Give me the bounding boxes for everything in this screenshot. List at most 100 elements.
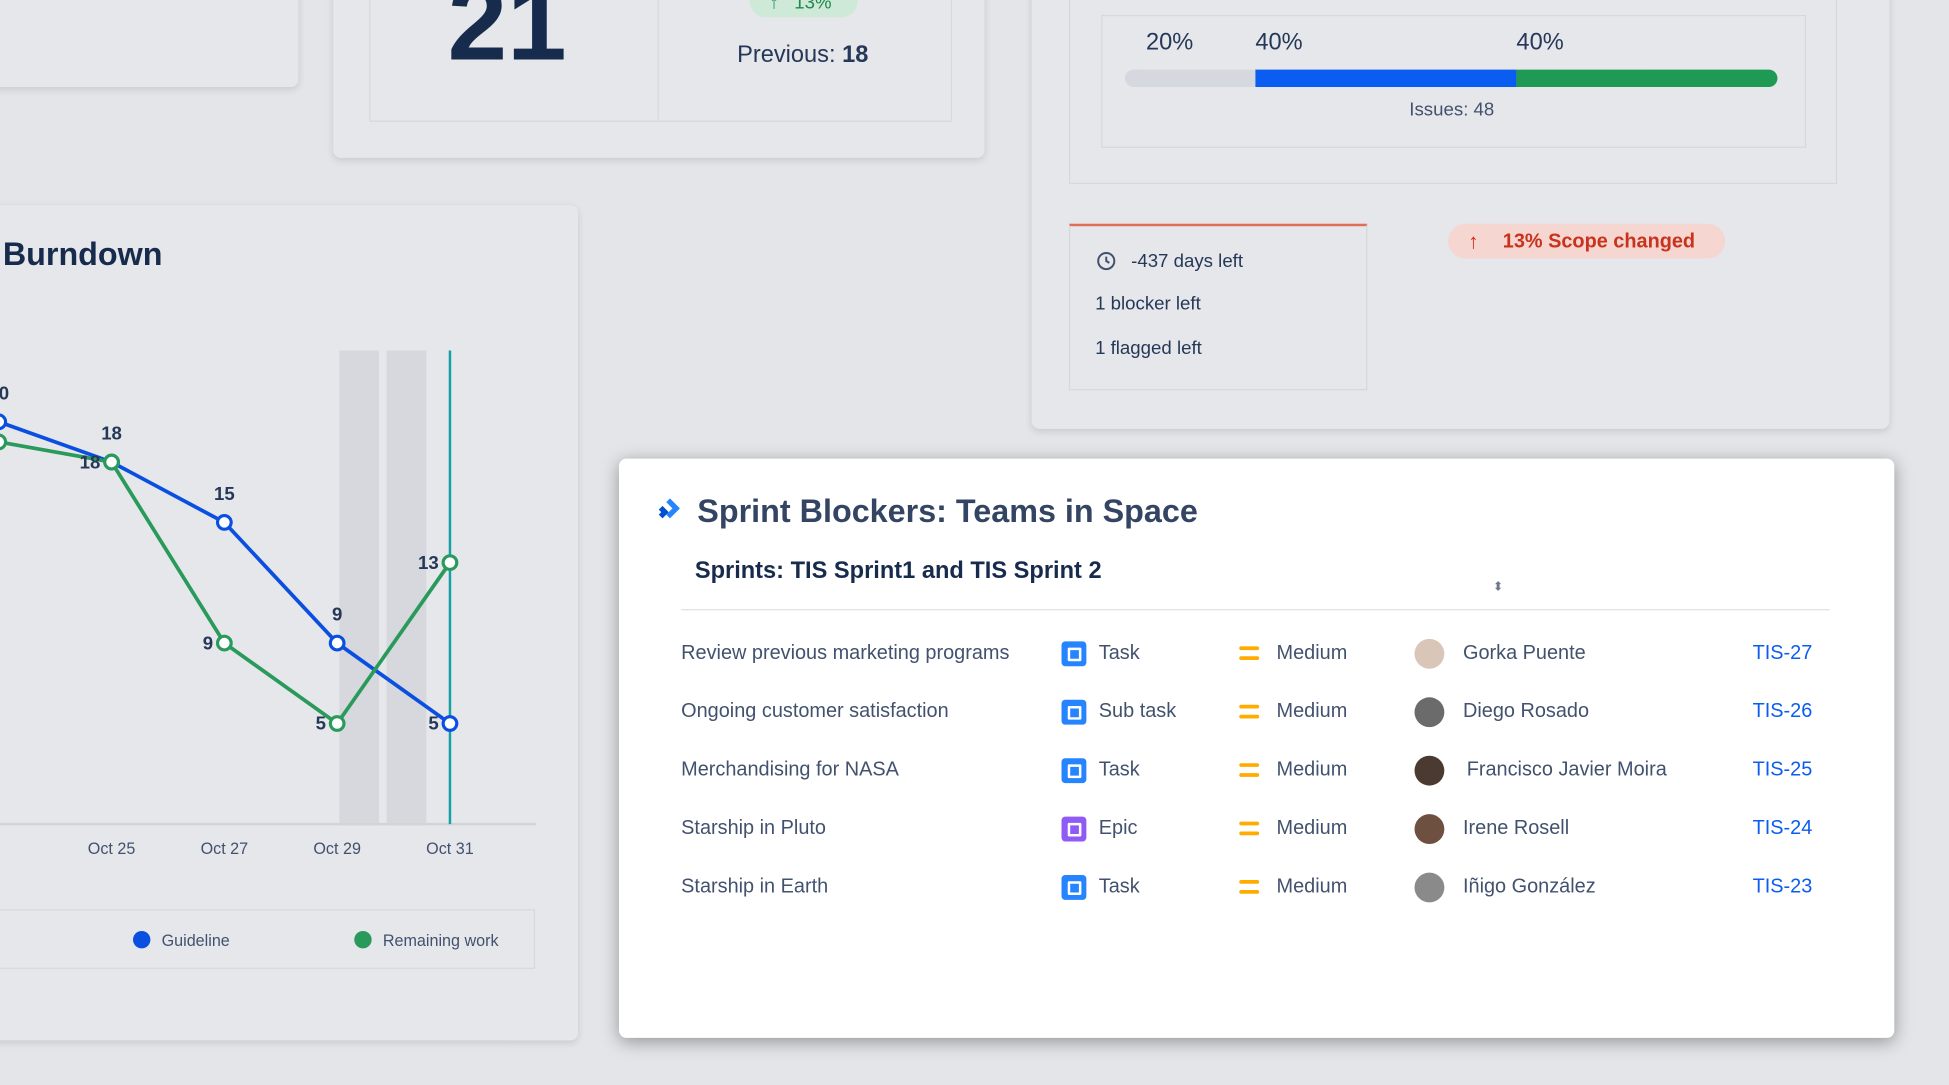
avatar — [1414, 697, 1445, 728]
data-point — [215, 634, 233, 652]
progress-segment — [1255, 69, 1517, 88]
issue-summary: Starship in Earth — [681, 876, 829, 898]
legend-box — [0, 909, 536, 969]
scope-text: 13% Scope changed — [1502, 231, 1696, 253]
previous: Previous: 18 — [737, 42, 868, 69]
issue-type: Task — [1098, 876, 1140, 898]
priority-icon — [1239, 821, 1260, 826]
priority-icon — [1239, 763, 1260, 767]
type-icon-inner — [1067, 881, 1082, 895]
issue-key: TIS-24 — [1752, 817, 1813, 840]
previous-label: Previous: — [737, 42, 836, 69]
divider — [681, 609, 1830, 611]
arrow-icon: ↑ — [1467, 229, 1479, 254]
kpi-value: 21 — [447, 0, 567, 84]
issues-count: Issues: 48 — [1409, 99, 1495, 121]
type-icon — [1061, 816, 1087, 842]
issue-type: Sub task — [1098, 701, 1177, 723]
chart-title: Sprint Burndown — [0, 236, 162, 272]
data-point — [0, 433, 8, 451]
data-label: 18 — [80, 451, 101, 472]
issue-key: TIS-25 — [1752, 759, 1813, 781]
issue-priority: Medium — [1276, 642, 1348, 664]
jira-icon — [658, 498, 680, 519]
legend-swatch — [132, 930, 151, 949]
issue-key: TIS-23 — [1752, 876, 1813, 898]
type-icon — [1061, 875, 1087, 900]
data-label: 15 — [214, 483, 235, 504]
x-tick-label: Oct 29 — [313, 840, 361, 858]
data-point — [328, 634, 346, 652]
issue-type: Task — [1098, 759, 1140, 781]
type-icon-inner — [1067, 764, 1082, 779]
data-point — [328, 715, 346, 732]
series-line — [0, 420, 452, 726]
priority-icon — [1239, 880, 1260, 884]
issue-summary: Starship in Pluto — [681, 817, 826, 840]
issue-priority: Medium — [1276, 759, 1348, 781]
data-label: 5 — [428, 713, 438, 734]
progress-segment — [1124, 69, 1256, 88]
avatar — [1414, 814, 1445, 844]
data-label: 13 — [418, 552, 439, 573]
blockers-title: Sprint Blockers: Teams in Space — [697, 492, 1198, 530]
issue-summary: Review previous marketing programs — [681, 642, 1010, 664]
issue-priority: Medium — [1276, 817, 1348, 840]
burndown-card — [0, 205, 578, 1041]
data-label: 9 — [332, 604, 342, 625]
type-icon — [1061, 699, 1087, 725]
data-point — [215, 514, 233, 531]
issue-type: Epic — [1098, 817, 1138, 840]
type-icon — [1061, 641, 1087, 667]
days-left: -437 days left — [1131, 251, 1244, 273]
progress-label: 20% — [1146, 29, 1194, 56]
issue-priority: Medium — [1276, 701, 1348, 723]
avatar — [1414, 872, 1445, 903]
x-tick-label: Oct 31 — [426, 840, 474, 858]
avatar — [1414, 638, 1445, 669]
priority-icon — [1239, 704, 1260, 709]
clock-icon — [1097, 251, 1116, 271]
flagged-left: 1 flagged left — [1095, 338, 1202, 360]
type-icon — [1061, 758, 1087, 784]
progress-card: 20% 40% 40% Issues: 48 -437 days left 1 bl… — [1031, 0, 1890, 429]
progress-label: 40% — [1255, 29, 1303, 56]
issue-key: TIS-27 — [1752, 642, 1813, 664]
assignee: Francisco Javier Moira — [1466, 759, 1667, 781]
type-icon-inner — [1067, 647, 1082, 662]
assignee: Iñigo González — [1462, 876, 1596, 898]
burndown-chart: Sprint Burndown Oct 25 Oct 27 Oct 29 Oct 31… — [0, 236, 536, 969]
change-text: 13% — [794, 0, 832, 14]
progress-segment — [1516, 69, 1778, 88]
x-tick-label: Oct 25 — [88, 840, 136, 858]
divider — [657, 0, 659, 120]
progress-inner — [1101, 14, 1807, 148]
progress-bar: 20% 40% 40% — [1124, 30, 1778, 88]
progress-outer — [1068, 0, 1838, 184]
issue-type: Task — [1098, 642, 1140, 664]
issue-priority: Medium — [1276, 876, 1348, 898]
legend-swatch — [354, 930, 372, 949]
legend-label: Guideline — [162, 932, 230, 950]
scope-pill: ↑ 13% Scope changed — [1448, 223, 1726, 259]
issue-key: TIS-26 — [1752, 701, 1813, 723]
sort-icon: ⬍ — [1492, 580, 1504, 595]
kpi-card: 21 ↑ 13% Previous: 18 — [333, 0, 985, 158]
assignee: Diego Rosado — [1462, 701, 1590, 723]
issue-summary: Merchandising for NASA — [681, 759, 899, 781]
blockers-card: Sprint Blockers: Teams in Space Sprints:… — [619, 458, 1895, 1038]
priority-icon — [1239, 646, 1260, 651]
data-label: 18 — [101, 423, 122, 444]
blockers-subtitle: Sprints: TIS Sprint1 and TIS Sprint 2 — [694, 558, 1102, 585]
weekend-band — [386, 350, 427, 826]
progress-label: 40% — [1516, 29, 1564, 56]
assignee: Irene Rosell — [1462, 817, 1570, 840]
card — [0, 0, 299, 88]
weekend-band — [339, 350, 380, 826]
status-box: -437 days left 1 blocker left 1 flagged … — [1068, 223, 1368, 391]
assignee: Gorka Puente — [1462, 642, 1586, 664]
data-label: 5 — [316, 713, 326, 734]
data-point — [0, 413, 8, 431]
